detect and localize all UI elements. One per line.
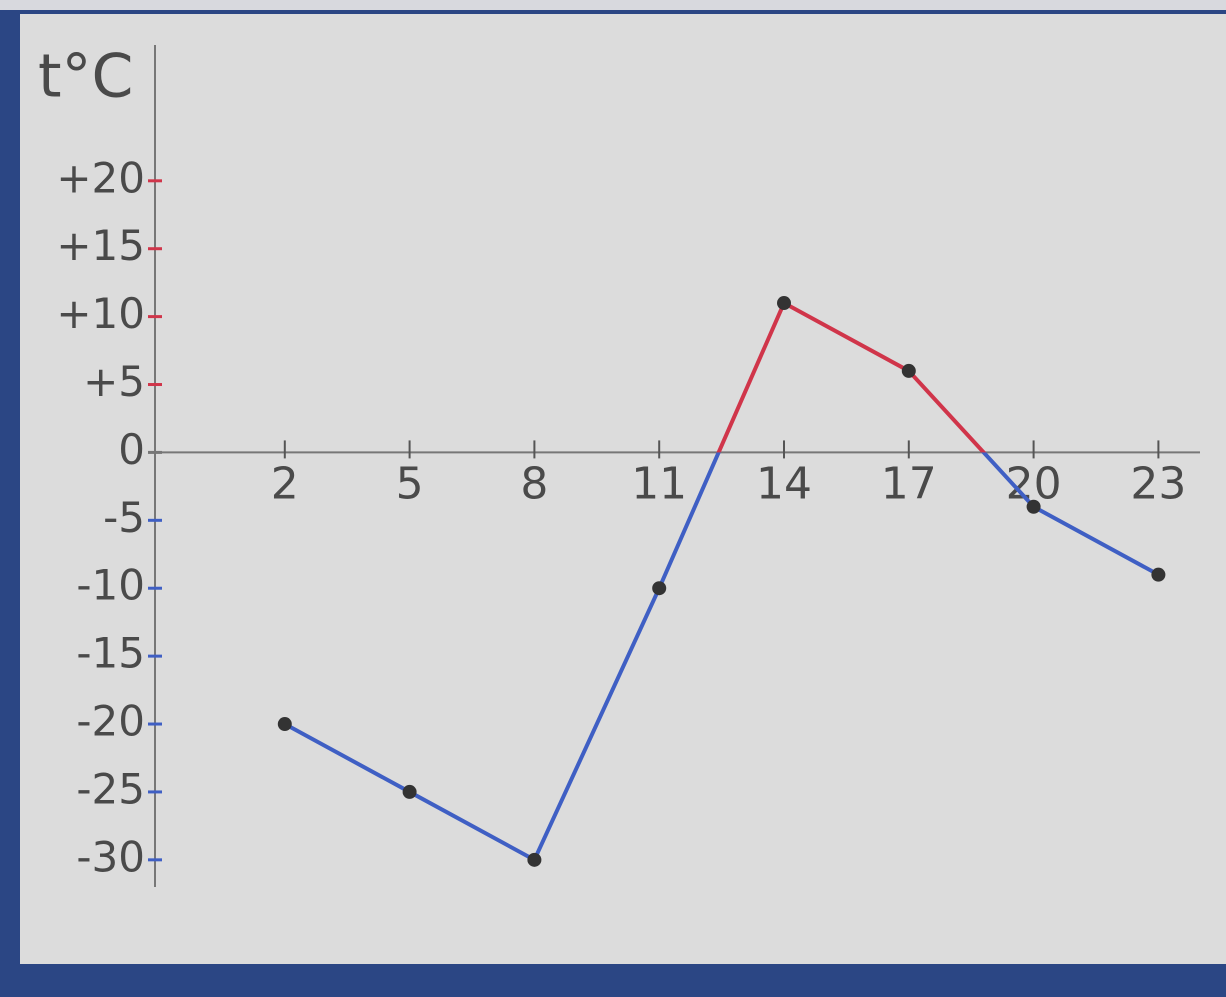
top-band [0,0,1226,10]
x-tick-label: 23 [1130,458,1186,509]
y-tick-label: +20 [56,153,145,202]
chart: t°C +20 +15 +10 +5 0 -5 -10 -15 -20 -25 -30 2 5 8 11 14… [0,0,1226,997]
y-tick-label: +15 [56,221,145,270]
y-tick-label: -30 [76,832,145,881]
y-tick-label: -10 [76,561,145,610]
x-tick-label: 5 [396,458,424,509]
point [1027,500,1041,514]
y-tick-label: -25 [76,764,145,813]
x-tick-label: 17 [881,458,937,509]
point [1151,568,1165,582]
y-tick-label: +5 [83,357,145,406]
point [777,296,791,310]
point [278,717,292,731]
x-tick-label: 2 [271,458,299,509]
point [527,853,541,867]
point [652,581,666,595]
y-tick-label: -5 [103,493,145,542]
point [902,364,916,378]
y-tick-label: 0 [118,425,145,474]
y-tick-label: +10 [56,289,145,338]
x-tick-label: 11 [631,458,687,509]
x-tick-label: 8 [520,458,548,509]
x-tick-label: 14 [756,458,812,509]
y-tick-label: -20 [76,697,145,746]
y-axis-title: t°C [38,42,133,112]
page: t°C +20 +15 +10 +5 0 -5 -10 -15 -20 -25 -30 2 5 8 11 14… [0,0,1226,997]
point [403,785,417,799]
y-tick-label: -15 [76,629,145,678]
